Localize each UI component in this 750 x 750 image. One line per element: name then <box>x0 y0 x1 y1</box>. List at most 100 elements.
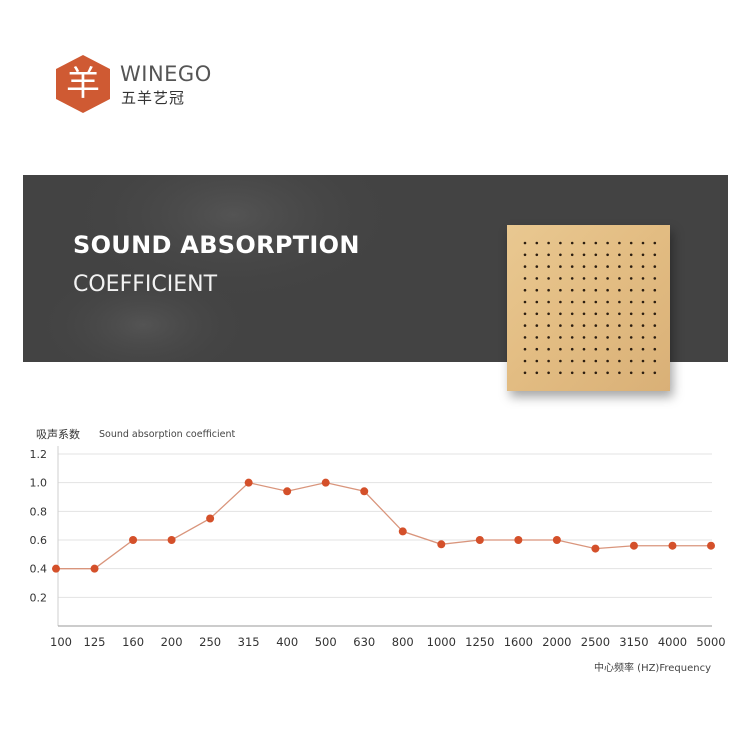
perforation-hole <box>606 371 609 375</box>
leaf-shadow-decoration <box>33 175 403 362</box>
x-tick-label: 160 <box>122 635 144 649</box>
perforation-hole <box>641 253 645 257</box>
x-tick-label: 315 <box>238 635 260 649</box>
x-tick-label: 250 <box>199 635 221 649</box>
perforation-hole <box>594 300 598 304</box>
data-point <box>90 564 99 573</box>
perforation-hole <box>641 336 645 339</box>
y-axis-label: Sound absorption coefficient <box>99 429 235 440</box>
data-point <box>475 536 484 544</box>
perforation-hole <box>547 265 550 268</box>
perforation-hole <box>559 347 562 351</box>
logo-glyph: 羊 <box>66 64 100 104</box>
perforation-hole <box>653 312 657 316</box>
perforation-hole <box>653 277 657 280</box>
x-axis-label: 中心频率 (HZ)Frequency <box>594 661 711 674</box>
data-point <box>244 478 253 487</box>
perforation-hole <box>618 359 621 363</box>
perforation-hole <box>629 277 633 280</box>
perforation-hole <box>629 288 633 292</box>
data-point <box>129 536 138 544</box>
y-tick-label: 1.0 <box>30 477 48 490</box>
perforation-hole <box>653 359 657 363</box>
perforation-hole <box>535 324 539 327</box>
axes <box>57 446 712 627</box>
data-point <box>629 541 638 550</box>
y-tick-label: 0.2 <box>30 591 48 604</box>
perforation-hole <box>547 241 550 245</box>
perforation-hole <box>570 336 574 339</box>
data-point <box>514 536 523 544</box>
perforation-hole <box>535 277 539 280</box>
x-tick-label: 1250 <box>465 635 494 649</box>
perforation-hole <box>535 371 539 375</box>
perforation-hole <box>629 265 633 268</box>
series-line <box>56 481 711 570</box>
perforation-hole <box>606 253 609 257</box>
perforation-hole <box>653 241 657 245</box>
series-line-path <box>56 481 711 570</box>
perforation-hole <box>629 241 633 245</box>
perforation-hole <box>594 359 598 363</box>
brand-name: WINEGO <box>120 62 212 86</box>
perforation-hole <box>582 288 586 292</box>
perforation-hole <box>582 253 586 257</box>
perforation-hole <box>641 371 645 375</box>
perforation-hole <box>535 288 539 292</box>
grid-lines <box>58 453 712 598</box>
perforation-hole <box>641 312 645 316</box>
perforation-hole <box>582 265 586 268</box>
data-point <box>206 514 215 523</box>
perforation-hole <box>559 253 562 257</box>
perforation-hole <box>547 371 550 375</box>
perforation-hole <box>618 347 621 351</box>
data-point <box>552 536 561 544</box>
perforation-hole <box>653 347 657 351</box>
perforation-hole <box>535 300 539 304</box>
perforation-hole <box>618 336 621 339</box>
perforation-hole <box>629 336 633 339</box>
perforation-hole <box>535 347 539 351</box>
perforation-hole <box>618 324 621 327</box>
perforation-hole <box>653 265 657 268</box>
perforation-hole <box>594 241 598 245</box>
perforation-hole <box>570 359 574 363</box>
x-tick-label: 2000 <box>542 635 571 649</box>
perforation-hole <box>606 312 609 316</box>
perforation-hole <box>535 241 539 245</box>
perforation-hole <box>618 312 621 316</box>
y-tick-label: 0.4 <box>30 563 48 576</box>
perforation-hole <box>547 300 550 304</box>
banner-subtitle: COEFFICIENT <box>73 272 218 297</box>
brand-logo: 羊 WINEGO 五羊艺冠 <box>54 54 224 114</box>
x-tick-label: 630 <box>353 635 375 649</box>
perforation-hole <box>653 288 657 292</box>
perforation-hole <box>641 241 645 245</box>
perforation-hole <box>618 277 621 280</box>
perforation-hole <box>547 312 550 316</box>
perforation-hole <box>523 265 527 268</box>
perforation-hole <box>582 336 586 339</box>
perforation-hole <box>570 347 574 351</box>
perforation-hole <box>618 288 621 292</box>
brand-name-cn: 五羊艺冠 <box>121 89 186 107</box>
perforation-hole <box>629 312 633 316</box>
data-point <box>437 540 446 549</box>
perforation-hole <box>618 265 621 268</box>
perforation-hole <box>523 253 527 257</box>
perforation-hole <box>629 359 633 363</box>
perforation-pattern <box>523 241 657 375</box>
perforation-hole <box>523 241 527 245</box>
perforation-hole <box>535 265 539 268</box>
perforation-hole <box>641 359 645 363</box>
x-tick-label: 1000 <box>427 635 456 649</box>
perforation-hole <box>523 336 527 339</box>
y-tick-label: 1.2 <box>30 448 48 461</box>
x-tick-label: 800 <box>392 635 414 649</box>
perforation-hole <box>641 300 645 304</box>
product-panel-image <box>507 225 670 391</box>
perforation-hole <box>582 371 586 375</box>
perforation-hole <box>618 300 621 304</box>
perforation-hole <box>629 347 633 351</box>
perforation-hole <box>606 288 609 292</box>
